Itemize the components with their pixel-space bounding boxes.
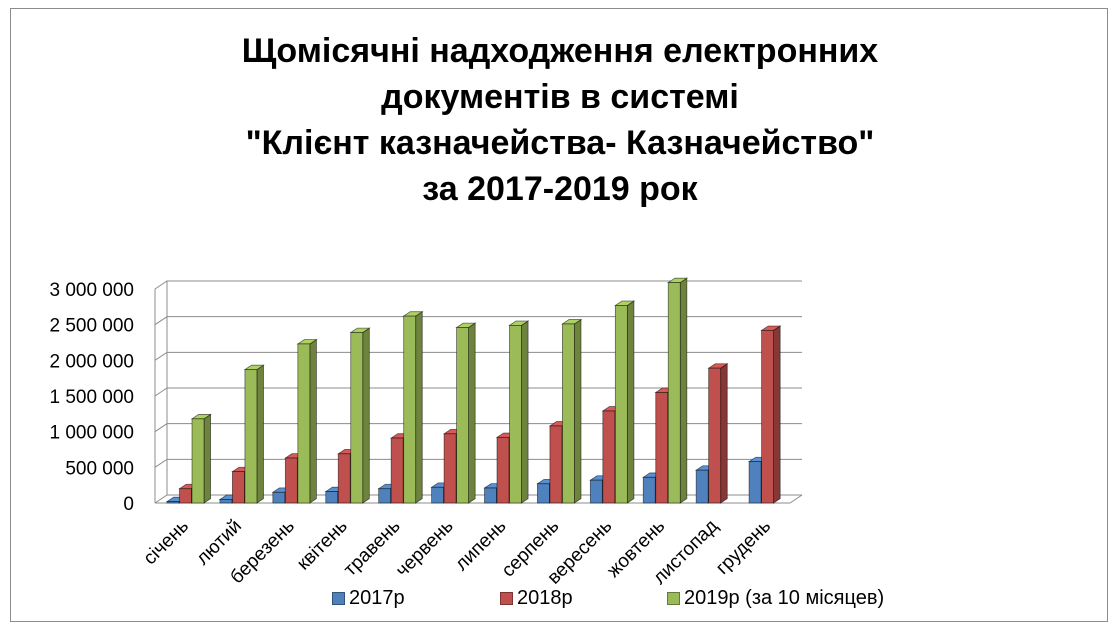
legend-item-2019: 2019р (за 10 місяцев) [667, 587, 884, 609]
gridline [154, 316, 802, 326]
bar [232, 471, 245, 504]
legend-swatch-2019 [667, 591, 680, 605]
legend-swatch-2018 [500, 591, 513, 605]
x-tick-label: грудень [712, 516, 775, 579]
bar [272, 491, 286, 504]
y-tick-label: 3 000 000 [49, 280, 134, 301]
bar [761, 329, 774, 504]
bar [378, 488, 392, 504]
bar [191, 418, 205, 504]
bar-side [521, 320, 529, 504]
bar [443, 433, 457, 504]
x-tick-label: січень [140, 516, 194, 570]
gridline [154, 351, 802, 361]
bar-side [256, 364, 264, 504]
bar [350, 332, 364, 504]
y-tick-label: 500 000 [65, 458, 134, 479]
bar-side [574, 318, 582, 504]
legend-swatch-2017 [332, 591, 345, 605]
y-tick-label: 2 000 000 [49, 351, 134, 372]
x-tick-label: червень [392, 516, 458, 582]
y-tick-label: 0 [123, 494, 134, 515]
legend-label-2019: 2019р (за 10 місяцев) [684, 586, 885, 609]
floor-edge [789, 494, 803, 504]
bar [602, 410, 616, 504]
bar [166, 501, 180, 504]
bar [496, 436, 510, 504]
bar [537, 483, 550, 504]
bar-side [415, 310, 423, 504]
bar-side [773, 325, 781, 504]
bar [284, 457, 298, 504]
bar [509, 324, 522, 504]
bar [244, 369, 258, 504]
bar [431, 486, 444, 504]
bar-side [720, 363, 728, 504]
bar [667, 282, 681, 504]
bar [614, 305, 628, 504]
bar [337, 453, 351, 504]
bar [748, 461, 762, 504]
bar [219, 499, 233, 504]
y-tick-label: 2 500 000 [49, 316, 134, 337]
chart-title: Щомісячні надходження електронних докуме… [0, 28, 1120, 212]
bar [562, 323, 575, 504]
bar [642, 476, 656, 504]
bar [297, 343, 311, 504]
legend-item-2018: 2018р [500, 587, 573, 609]
bar [390, 437, 404, 504]
chart-title-line-2: документів в системі [381, 78, 739, 116]
legend-label-2017: 2017р [349, 586, 405, 609]
y-tick-label: 1 500 000 [49, 387, 134, 408]
bar-side [468, 322, 476, 504]
bar [655, 392, 669, 504]
bar [695, 469, 709, 504]
chart-title-line-1: Щомісячні надходження електронних [241, 32, 879, 70]
bar [325, 491, 339, 504]
chart-title-line-4: за 2017-2019 рок [422, 170, 698, 208]
bar-side [679, 277, 688, 504]
legend-item-2017: 2017р [332, 587, 405, 609]
bar-side [203, 413, 212, 504]
bar [456, 327, 469, 504]
legend-label-2018: 2018р [517, 586, 573, 609]
bar [708, 367, 722, 504]
chart-title-line-3: "Клієнт казначейства- Казначейство" [245, 124, 875, 162]
y-tick-label: 1 000 000 [49, 423, 134, 444]
bar [549, 425, 563, 504]
bar [179, 488, 192, 504]
bar-side [362, 327, 370, 504]
gridline [154, 280, 802, 290]
bar-side [309, 338, 317, 504]
bar [484, 487, 497, 504]
chart-frame [10, 8, 1108, 622]
bar-side [626, 300, 635, 504]
bar [403, 315, 417, 504]
bar [589, 479, 603, 504]
